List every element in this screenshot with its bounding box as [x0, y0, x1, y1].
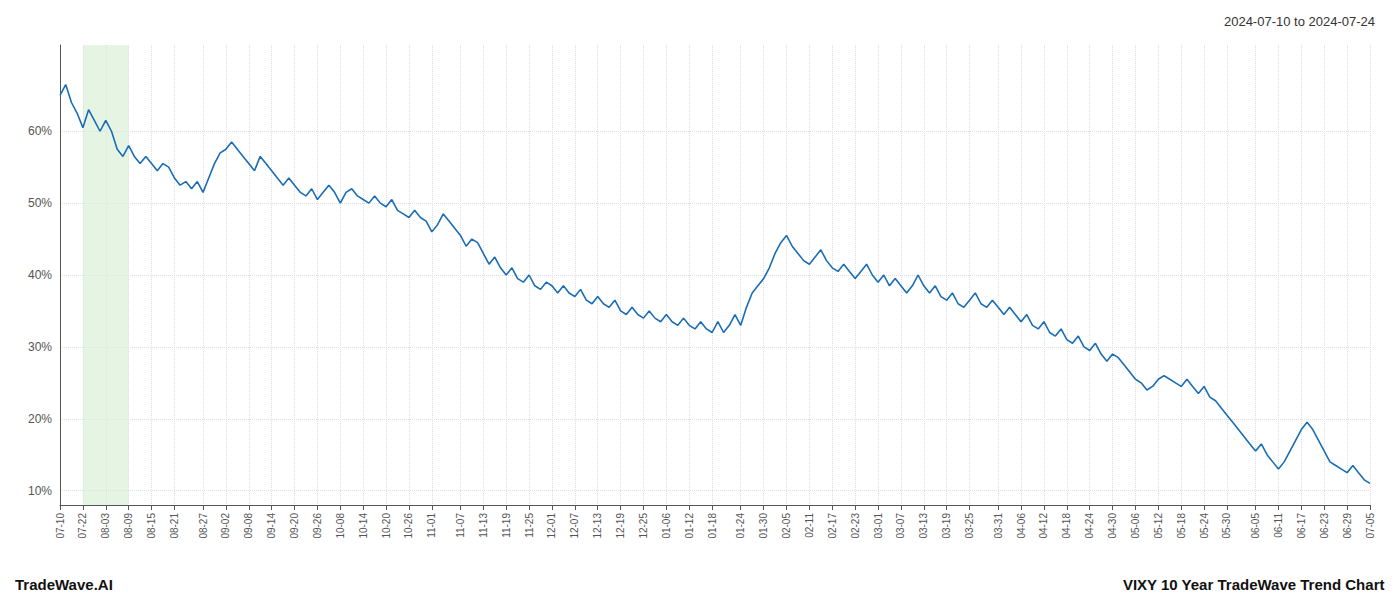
svg-text:09-26: 09-26: [312, 513, 323, 539]
svg-text:03-01: 03-01: [873, 513, 884, 539]
svg-text:50%: 50%: [28, 196, 52, 210]
svg-text:08-21: 08-21: [169, 513, 180, 539]
svg-text:06-05: 06-05: [1250, 513, 1261, 539]
svg-text:05-18: 05-18: [1176, 513, 1187, 539]
svg-text:04-24: 04-24: [1084, 513, 1095, 539]
svg-text:10-26: 10-26: [403, 513, 414, 539]
svg-text:10-14: 10-14: [358, 513, 369, 539]
svg-text:08-15: 08-15: [146, 513, 157, 539]
svg-text:04-30: 04-30: [1107, 513, 1118, 539]
svg-text:40%: 40%: [28, 268, 52, 282]
svg-text:60%: 60%: [28, 124, 52, 138]
svg-text:02-17: 02-17: [827, 513, 838, 539]
svg-text:05-30: 05-30: [1221, 513, 1232, 539]
svg-text:10-08: 10-08: [335, 513, 346, 539]
svg-text:04-12: 04-12: [1038, 513, 1049, 539]
svg-text:11-01: 11-01: [426, 513, 437, 538]
svg-text:03-19: 03-19: [941, 513, 952, 539]
svg-text:11-13: 11-13: [478, 513, 489, 538]
svg-text:12-01: 12-01: [546, 513, 557, 539]
svg-text:04-06: 04-06: [1016, 513, 1027, 539]
svg-text:03-25: 03-25: [964, 513, 975, 539]
svg-text:03-07: 03-07: [895, 513, 906, 539]
svg-text:06-29: 06-29: [1342, 513, 1353, 539]
svg-text:30%: 30%: [28, 340, 52, 354]
svg-text:11-07: 11-07: [455, 513, 466, 538]
svg-text:12-19: 12-19: [615, 513, 626, 539]
svg-text:01-24: 01-24: [735, 513, 746, 539]
svg-text:20%: 20%: [28, 412, 52, 426]
svg-text:05-06: 05-06: [1130, 513, 1141, 539]
svg-text:05-24: 05-24: [1199, 513, 1210, 539]
svg-text:02-05: 02-05: [781, 513, 792, 539]
svg-text:10-20: 10-20: [381, 513, 392, 539]
svg-text:11-25: 11-25: [524, 513, 535, 538]
svg-text:01-18: 01-18: [707, 513, 718, 539]
svg-text:05-12: 05-12: [1153, 513, 1164, 539]
svg-text:07-05: 07-05: [1365, 513, 1376, 539]
svg-text:06-17: 06-17: [1296, 513, 1307, 539]
svg-text:06-23: 06-23: [1319, 513, 1330, 539]
svg-text:03-13: 03-13: [918, 513, 929, 539]
svg-text:07-22: 07-22: [77, 513, 88, 539]
svg-text:01-12: 01-12: [684, 513, 695, 539]
svg-text:TradeWave.AI: TradeWave.AI: [15, 576, 113, 593]
svg-text:04-18: 04-18: [1061, 513, 1072, 539]
svg-text:02-11: 02-11: [804, 513, 815, 538]
svg-text:09-20: 09-20: [289, 513, 300, 539]
svg-text:12-13: 12-13: [592, 513, 603, 539]
svg-text:10%: 10%: [28, 484, 52, 498]
svg-text:06-11: 06-11: [1273, 513, 1284, 538]
svg-text:11-19: 11-19: [501, 513, 512, 538]
svg-text:08-03: 08-03: [100, 513, 111, 539]
svg-text:09-14: 09-14: [266, 513, 277, 539]
svg-text:09-08: 09-08: [243, 513, 254, 539]
svg-text:VIXY 10 Year TradeWave Trend C: VIXY 10 Year TradeWave Trend Chart: [1123, 576, 1385, 593]
svg-text:02-23: 02-23: [850, 513, 861, 539]
svg-text:07-10: 07-10: [55, 513, 66, 539]
svg-text:09-02: 09-02: [220, 513, 231, 539]
svg-text:08-27: 08-27: [198, 513, 209, 539]
svg-text:08-09: 08-09: [123, 513, 134, 539]
svg-text:2024-07-10 to 2024-07-24: 2024-07-10 to 2024-07-24: [1224, 14, 1375, 29]
svg-text:12-25: 12-25: [638, 513, 649, 539]
svg-text:01-06: 01-06: [661, 513, 672, 539]
svg-text:01-30: 01-30: [758, 513, 769, 539]
svg-text:03-31: 03-31: [993, 513, 1004, 539]
svg-text:12-07: 12-07: [569, 513, 580, 539]
